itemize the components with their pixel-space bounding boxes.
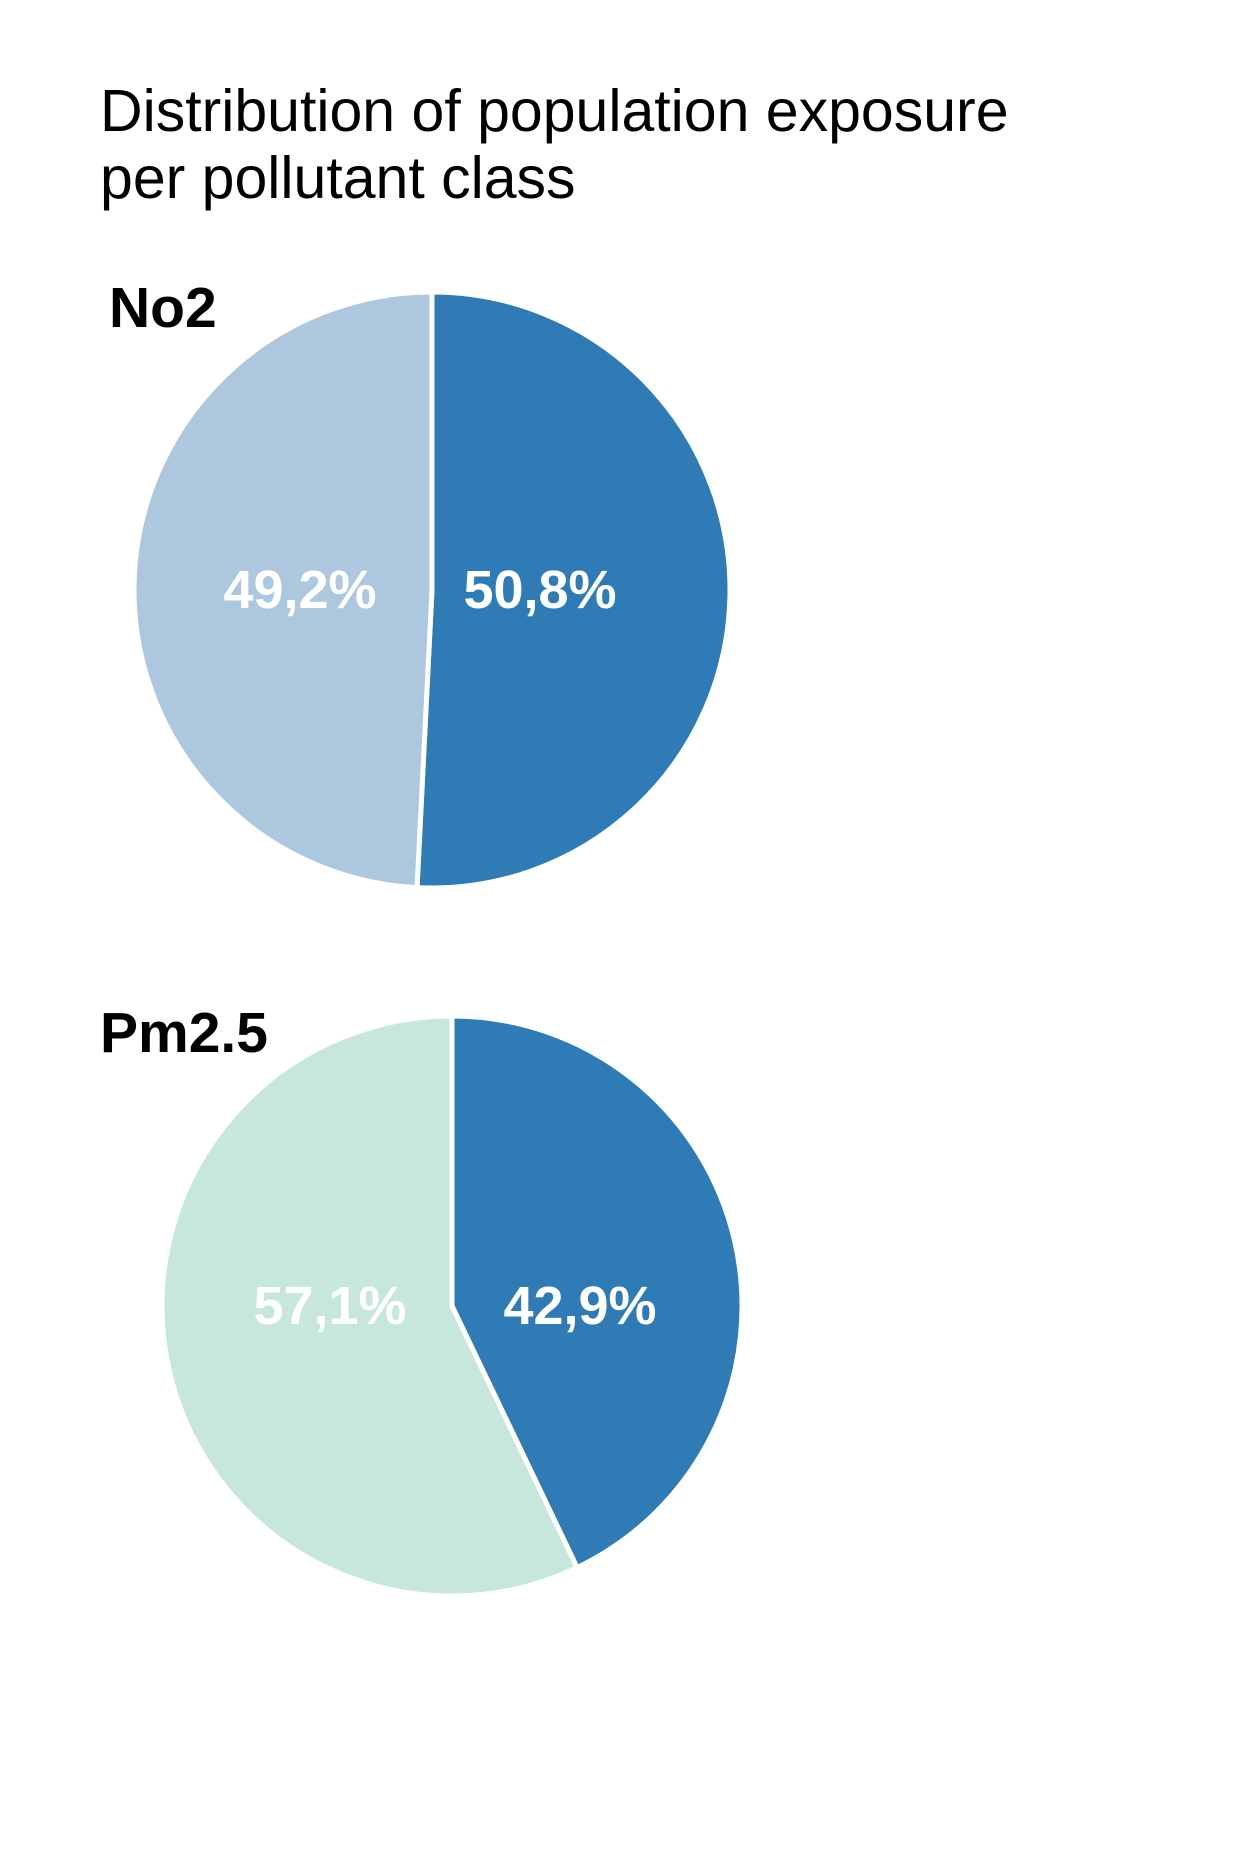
no2-pie-slice-0 bbox=[414, 289, 733, 891]
chart-title: Distribution of population exposure per … bbox=[100, 78, 1150, 212]
no2-slice-label-0: 50,8% bbox=[463, 560, 616, 620]
pm25-slice-label-0: 42,9% bbox=[503, 1276, 656, 1336]
no2-slice-label-1: 49,2% bbox=[223, 560, 376, 620]
no2-pie-label: No2 bbox=[109, 276, 217, 340]
no2-pie-slice-1 bbox=[131, 289, 435, 891]
chart-title-line-1: Distribution of population exposure bbox=[100, 78, 1009, 144]
pm25-slice-label-1: 57,1% bbox=[253, 1276, 406, 1336]
pm25-pie-slice-0 bbox=[449, 1013, 745, 1571]
pm25-pie-slice-1 bbox=[159, 1013, 580, 1599]
pm25-pie-label: Pm2.5 bbox=[100, 1001, 268, 1065]
chart-title-line-2: per pollutant class bbox=[100, 145, 576, 211]
